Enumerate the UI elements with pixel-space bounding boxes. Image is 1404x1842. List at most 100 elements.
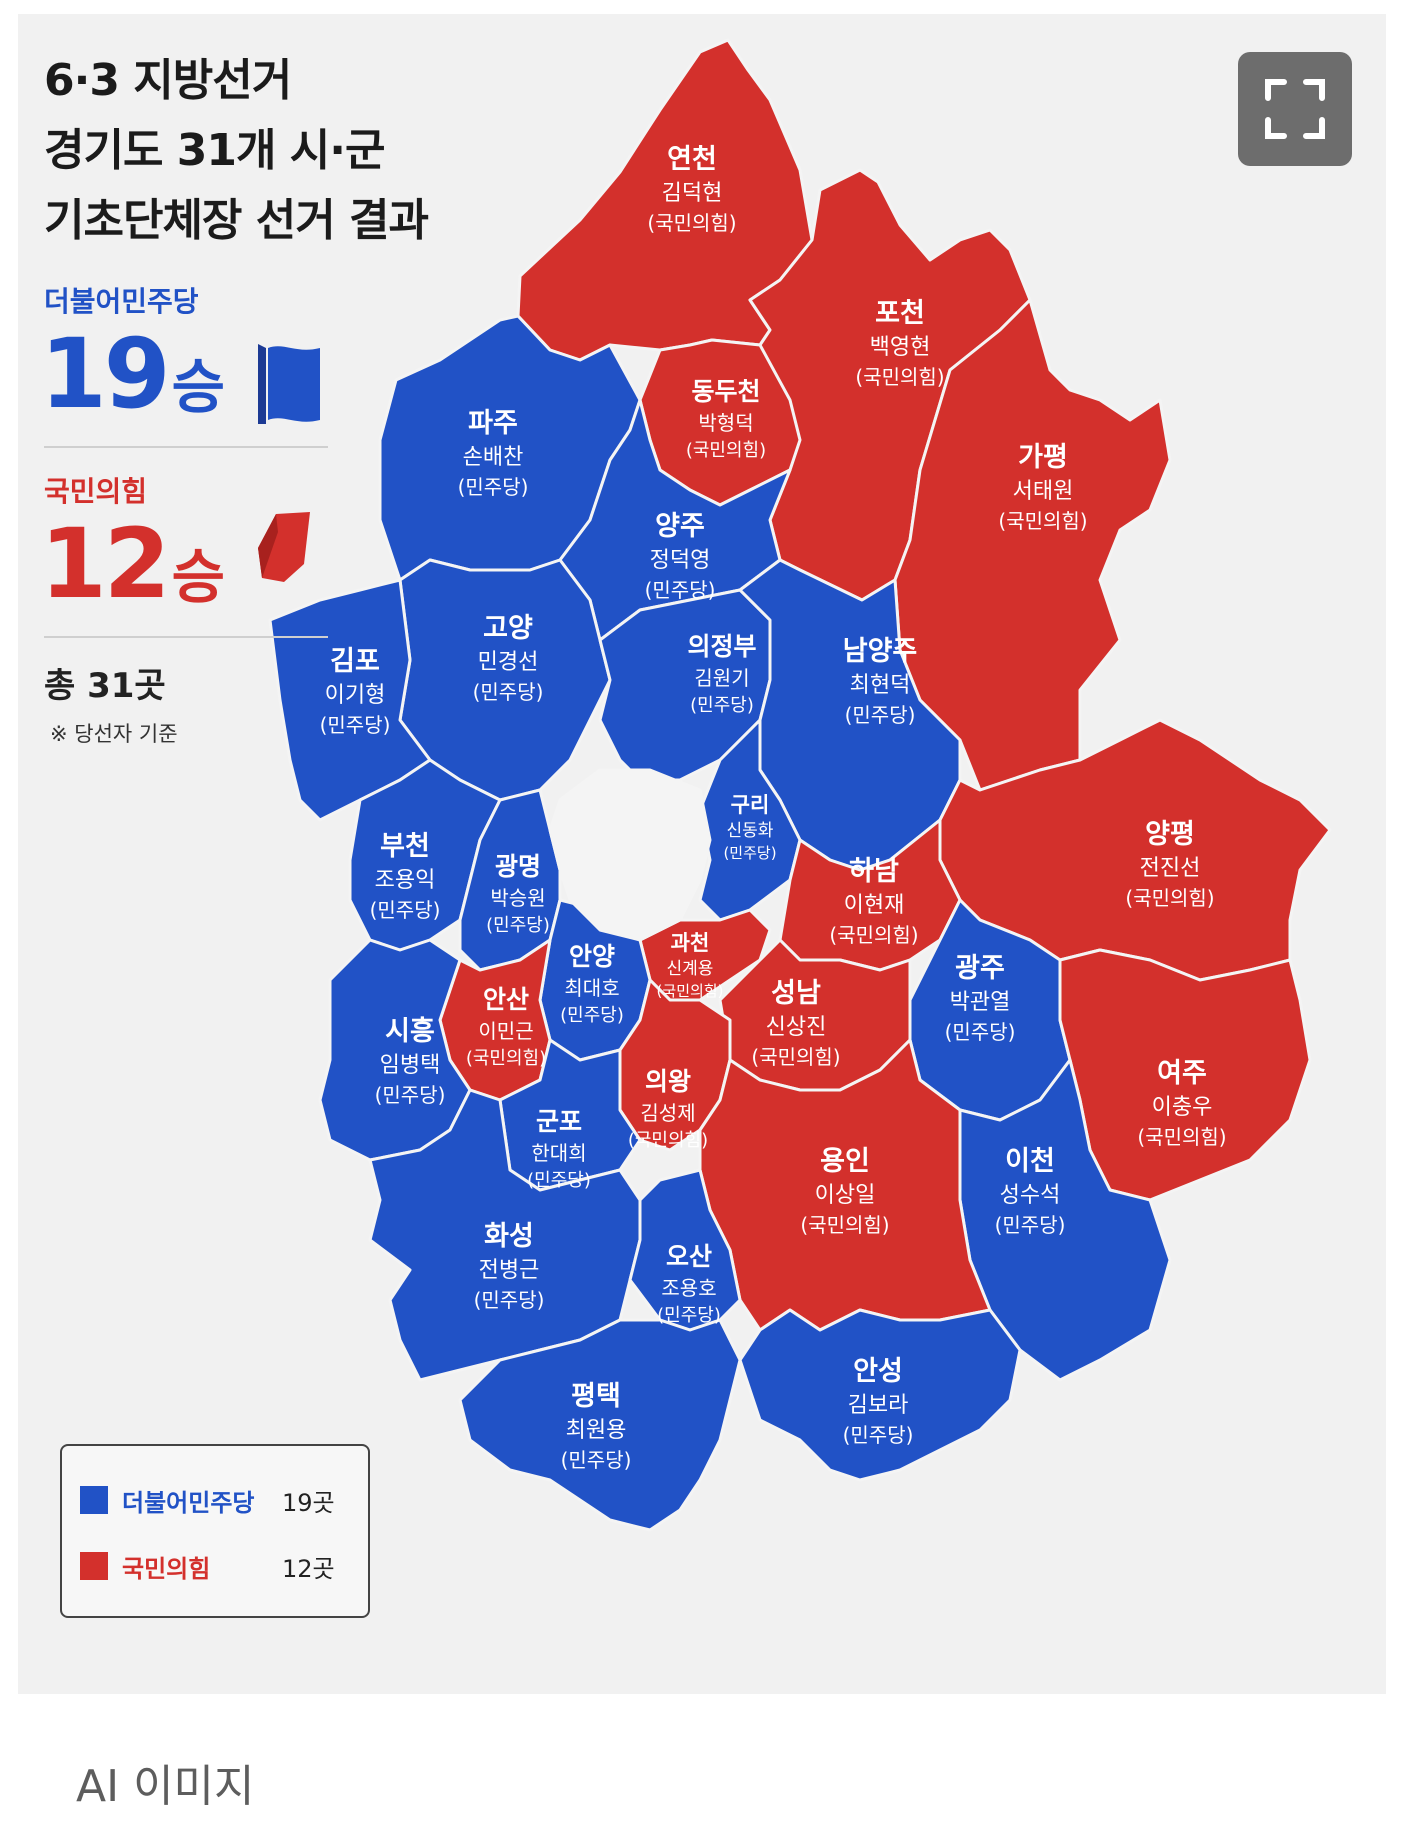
region-party-ansan: (국민의힘) [466,1048,546,1069]
region-winner-gwacheon: 신계용 [667,959,714,979]
region-name-hanam: 하남 [849,856,899,887]
region-name-goyang: 고양 [483,613,533,644]
region-party-paju: (민주당) [458,475,529,499]
region-name-yeoju: 여주 [1157,1058,1207,1089]
ppp-flag-icon [258,512,310,582]
map-legend: 더불어민주당 19곳 국민의힘 12곳 [60,1444,370,1618]
legend-item-democratic: 더불어민주당 19곳 [80,1480,350,1520]
region-winner-gwangju: 박관열 [950,990,1011,1015]
region-party-uijeongbu: (민주당) [690,695,754,716]
region-party-anyang: (민주당) [560,1005,624,1026]
democratic-wins-number: 19 [40,318,171,430]
region-hwaseong[interactable] [368,1088,642,1382]
region-party-gwangju: (민주당) [945,1020,1016,1044]
region-pyeongtaek[interactable] [458,1318,742,1532]
legend-item-ppp: 국민의힘 12곳 [80,1546,350,1586]
region-siheung[interactable] [318,938,472,1162]
region-winner-gunpo: 한대희 [531,1141,586,1165]
total-divider [44,636,328,638]
ppp-wins-unit: 승 [171,543,225,611]
region-party-siheung: (민주당) [375,1083,446,1107]
region-winner-dongducheon: 박형덕 [698,411,753,435]
region-party-gwangmyeong: (민주당) [486,915,550,936]
region-name-gwangju: 광주 [955,953,1005,984]
region-winner-yeoncheon: 김덕현 [662,181,723,206]
legend-count-democratic: 19곳 [282,1488,335,1517]
region-name-uiwang: 의왕 [645,1067,691,1096]
region-name-hwaseong: 화성 [484,1221,534,1252]
region-winner-anseong: 김보라 [848,1393,909,1418]
region-party-namyangju: (민주당) [845,703,916,727]
region-name-osan: 오산 [666,1242,712,1271]
region-name-pocheon: 포천 [875,298,925,329]
region-party-gimpo: (민주당) [320,713,391,737]
region-party-yangju: (민주당) [645,578,716,602]
region-name-namyangju: 남양주 [843,636,918,667]
region-name-gimpo: 김포 [330,646,380,677]
region-name-dongducheon: 동두천 [691,377,760,406]
region-party-anseong: (민주당) [843,1423,914,1447]
region-winner-hanam: 이현재 [844,893,905,918]
region-party-hwaseong: (민주당) [474,1288,545,1312]
region-party-guri: (민주당) [723,844,776,862]
region-winner-yangpyeong: 전진선 [1140,856,1201,881]
region-party-yangpyeong: (국민의힘) [1125,886,1214,910]
region-winner-osan: 조용호 [661,1276,716,1300]
total-count: 총 31곳 [44,666,166,706]
region-name-yongin: 용인 [820,1146,870,1177]
region-winner-seongnam: 신상진 [766,1015,827,1040]
legend-count-ppp: 12곳 [282,1554,335,1583]
region-winner-gapyeong: 서태원 [1013,479,1074,504]
region-anseong[interactable] [738,1308,1022,1482]
region-name-anyang: 안양 [569,942,615,971]
region-party-seongnam: (국민의힘) [751,1045,840,1069]
legend-swatch-democratic [80,1486,108,1514]
expand-icon [1265,79,1325,139]
region-winner-ansan: 이민근 [478,1019,533,1043]
region-party-gapyeong: (국민의힘) [998,509,1087,533]
democratic-party-name: 더불어민주당 [44,285,199,318]
region-winner-paju: 손배찬 [463,445,524,470]
democratic-wins-unit: 승 [171,353,225,421]
region-party-gwacheon: (국민의힘) [657,982,724,1000]
region-winner-bucheon: 조용익 [375,868,436,893]
basis-note: ※ 당선자 기준 [50,722,178,746]
region-winner-hwaseong: 전병근 [479,1258,540,1283]
region-name-guri: 구리 [731,793,770,817]
region-name-yeoncheon: 연천 [667,144,717,175]
region-winner-guri: 신동화 [727,821,774,841]
legend-label-ppp: 국민의힘 [122,1554,211,1583]
region-osan[interactable] [628,1168,742,1332]
region-party-osan: (민주당) [657,1305,721,1326]
region-name-ansan: 안산 [483,985,529,1014]
democratic-flag-icon [258,344,320,424]
region-party-gunpo: (민주당) [527,1170,591,1191]
region-winner-uiwang: 김성제 [640,1101,695,1125]
region-party-icheon: (민주당) [995,1213,1066,1237]
region-name-seongnam: 성남 [771,978,821,1009]
region-name-yangpyeong: 양평 [1145,819,1195,850]
region-winner-icheon: 성수석 [1000,1183,1061,1208]
fullscreen-button[interactable] [1238,52,1352,166]
ppp-wins-number: 12 [40,508,171,620]
ai-image-caption: AI 이미지 [76,1761,255,1812]
region-winner-pocheon: 백영현 [870,335,931,360]
ppp-wins: 12승 [40,508,225,620]
legend-swatch-ppp [80,1552,108,1580]
region-party-yongin: (국민의힘) [800,1213,889,1237]
region-name-gwacheon: 과천 [671,931,710,955]
region-winner-anyang: 최대호 [564,976,619,1000]
region-name-yangju: 양주 [655,511,705,542]
region-name-gunpo: 군포 [536,1107,582,1136]
region-party-uiwang: (국민의힘) [628,1130,708,1151]
region-party-dongducheon: (국민의힘) [686,440,766,461]
region-name-icheon: 이천 [1005,1146,1055,1177]
title-line-2: 경기도 31개 시·군 [44,125,385,176]
region-name-gwangmyeong: 광명 [495,852,541,881]
region-name-gapyeong: 가평 [1018,442,1068,473]
region-name-siheung: 시흥 [385,1016,435,1047]
region-party-yeoncheon: (국민의힘) [647,211,736,235]
region-party-pyeongtaek: (민주당) [561,1448,632,1472]
title-line-3: 기초단체장 선거 결과 [44,195,429,246]
